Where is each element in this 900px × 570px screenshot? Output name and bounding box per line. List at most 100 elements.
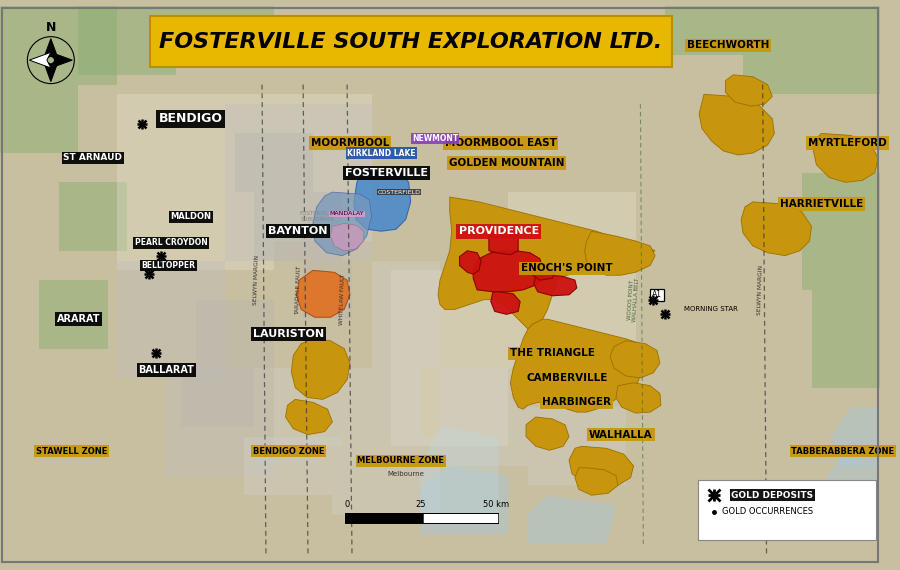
Polygon shape <box>699 95 774 155</box>
Polygon shape <box>743 6 880 95</box>
Text: A1: A1 <box>652 290 662 299</box>
Text: WOODS POINT
WALHALLA BELT: WOODS POINT WALHALLA BELT <box>626 278 641 322</box>
Polygon shape <box>166 368 274 475</box>
Text: BELLTOPPER: BELLTOPPER <box>141 261 195 270</box>
Polygon shape <box>585 231 655 275</box>
Bar <box>423 513 498 523</box>
Polygon shape <box>195 300 274 368</box>
Polygon shape <box>460 251 481 274</box>
Text: ENOCH'S POINT: ENOCH'S POINT <box>521 263 613 274</box>
Polygon shape <box>741 202 812 256</box>
Polygon shape <box>528 495 616 544</box>
Text: BENDIGO ZONE: BENDIGO ZONE <box>253 447 324 455</box>
Polygon shape <box>812 290 880 388</box>
Text: PEARL CROYDON: PEARL CROYDON <box>135 238 208 247</box>
Text: FOSTERVILLE: FOSTERVILLE <box>345 168 427 178</box>
Text: HARBINGER: HARBINGER <box>543 397 611 408</box>
Text: MELBOURNE ZONE: MELBOURNE ZONE <box>357 457 445 466</box>
Polygon shape <box>176 6 274 46</box>
Text: TARADALE FAULT: TARADALE FAULT <box>295 265 302 315</box>
Polygon shape <box>725 75 772 106</box>
Text: SELWYN MARGIN: SELWYN MARGIN <box>253 255 259 305</box>
Text: BEECHWORTH: BEECHWORTH <box>688 40 770 51</box>
Text: MOORMBOOL EAST: MOORMBOOL EAST <box>445 139 556 148</box>
Text: 25: 25 <box>415 500 426 509</box>
Polygon shape <box>285 400 332 434</box>
FancyBboxPatch shape <box>698 479 876 540</box>
Polygon shape <box>372 260 440 368</box>
Polygon shape <box>420 427 499 515</box>
Polygon shape <box>332 437 440 515</box>
Polygon shape <box>43 39 58 60</box>
Polygon shape <box>831 407 880 466</box>
Text: CHALICE: CHALICE <box>226 43 253 48</box>
Polygon shape <box>526 417 569 450</box>
Polygon shape <box>274 368 342 446</box>
Polygon shape <box>313 192 372 256</box>
Text: BENDIGO: BENDIGO <box>158 112 222 125</box>
Text: WHITELAW FAULT: WHITELAW FAULT <box>338 274 346 325</box>
Polygon shape <box>528 407 626 486</box>
Polygon shape <box>330 223 364 251</box>
Polygon shape <box>508 192 635 368</box>
Polygon shape <box>30 52 50 68</box>
Polygon shape <box>274 95 372 241</box>
Text: THE TRIANGLE: THE TRIANGLE <box>510 348 595 359</box>
Polygon shape <box>822 456 880 534</box>
Polygon shape <box>354 173 410 231</box>
Polygon shape <box>235 133 313 192</box>
Text: ST ARNAUD: ST ARNAUD <box>63 153 122 162</box>
Text: KIRKLAND LAKE: KIRKLAND LAKE <box>347 149 416 157</box>
Text: TABBERABBERA ZONE: TABBERABBERA ZONE <box>791 447 895 455</box>
Text: LAURISTON: LAURISTON <box>253 329 324 339</box>
Text: HARRIETVILLE: HARRIETVILLE <box>779 199 863 209</box>
Polygon shape <box>473 251 544 292</box>
Polygon shape <box>814 133 878 182</box>
Polygon shape <box>254 192 342 260</box>
Text: GOLD DEPOSITS: GOLD DEPOSITS <box>732 491 814 500</box>
Polygon shape <box>292 339 350 400</box>
Text: MOORMBOOL: MOORMBOOL <box>310 139 389 148</box>
Polygon shape <box>0 6 117 84</box>
Polygon shape <box>438 197 655 329</box>
Polygon shape <box>440 368 528 466</box>
Polygon shape <box>58 182 127 251</box>
Polygon shape <box>665 6 743 55</box>
Text: 50 km: 50 km <box>482 500 508 509</box>
Text: STAWELL ZONE: STAWELL ZONE <box>36 447 107 455</box>
Polygon shape <box>303 260 352 319</box>
Polygon shape <box>117 260 225 378</box>
Polygon shape <box>245 437 332 495</box>
Text: WALHALLA: WALHALLA <box>589 430 652 439</box>
Text: N: N <box>46 21 56 34</box>
Text: ARARAT: ARARAT <box>57 314 100 324</box>
Polygon shape <box>616 383 661 413</box>
Polygon shape <box>420 466 508 534</box>
Text: 0: 0 <box>345 500 350 509</box>
Text: MALDON: MALDON <box>170 212 211 221</box>
Polygon shape <box>532 263 555 280</box>
Text: PROVIDENCE: PROVIDENCE <box>458 226 539 236</box>
Polygon shape <box>510 319 645 412</box>
Polygon shape <box>569 446 634 487</box>
Text: SELWYN MARGIN: SELWYN MARGIN <box>757 265 764 315</box>
Polygon shape <box>392 270 508 446</box>
Polygon shape <box>181 368 254 427</box>
Polygon shape <box>39 280 107 348</box>
Text: Melbourne: Melbourne <box>387 471 424 477</box>
Text: FOSTERVILLE SOUTH EXPLORATION LTD.: FOSTERVILLE SOUTH EXPLORATION LTD. <box>159 31 662 51</box>
Polygon shape <box>534 274 577 296</box>
Polygon shape <box>491 292 520 314</box>
Polygon shape <box>342 368 420 437</box>
Polygon shape <box>78 6 176 75</box>
Text: BAYNTON: BAYNTON <box>268 226 328 236</box>
Text: BALLARAT: BALLARAT <box>139 365 194 375</box>
Text: MORNING STAR: MORNING STAR <box>684 307 738 312</box>
Text: COSTERFIELD: COSTERFIELD <box>377 190 420 194</box>
Text: MANDALAY: MANDALAY <box>329 211 364 216</box>
Polygon shape <box>43 60 58 82</box>
Text: MYRTLEFORD: MYRTLEFORD <box>808 139 887 148</box>
FancyBboxPatch shape <box>149 16 671 67</box>
Polygon shape <box>575 468 618 495</box>
Polygon shape <box>610 341 660 378</box>
